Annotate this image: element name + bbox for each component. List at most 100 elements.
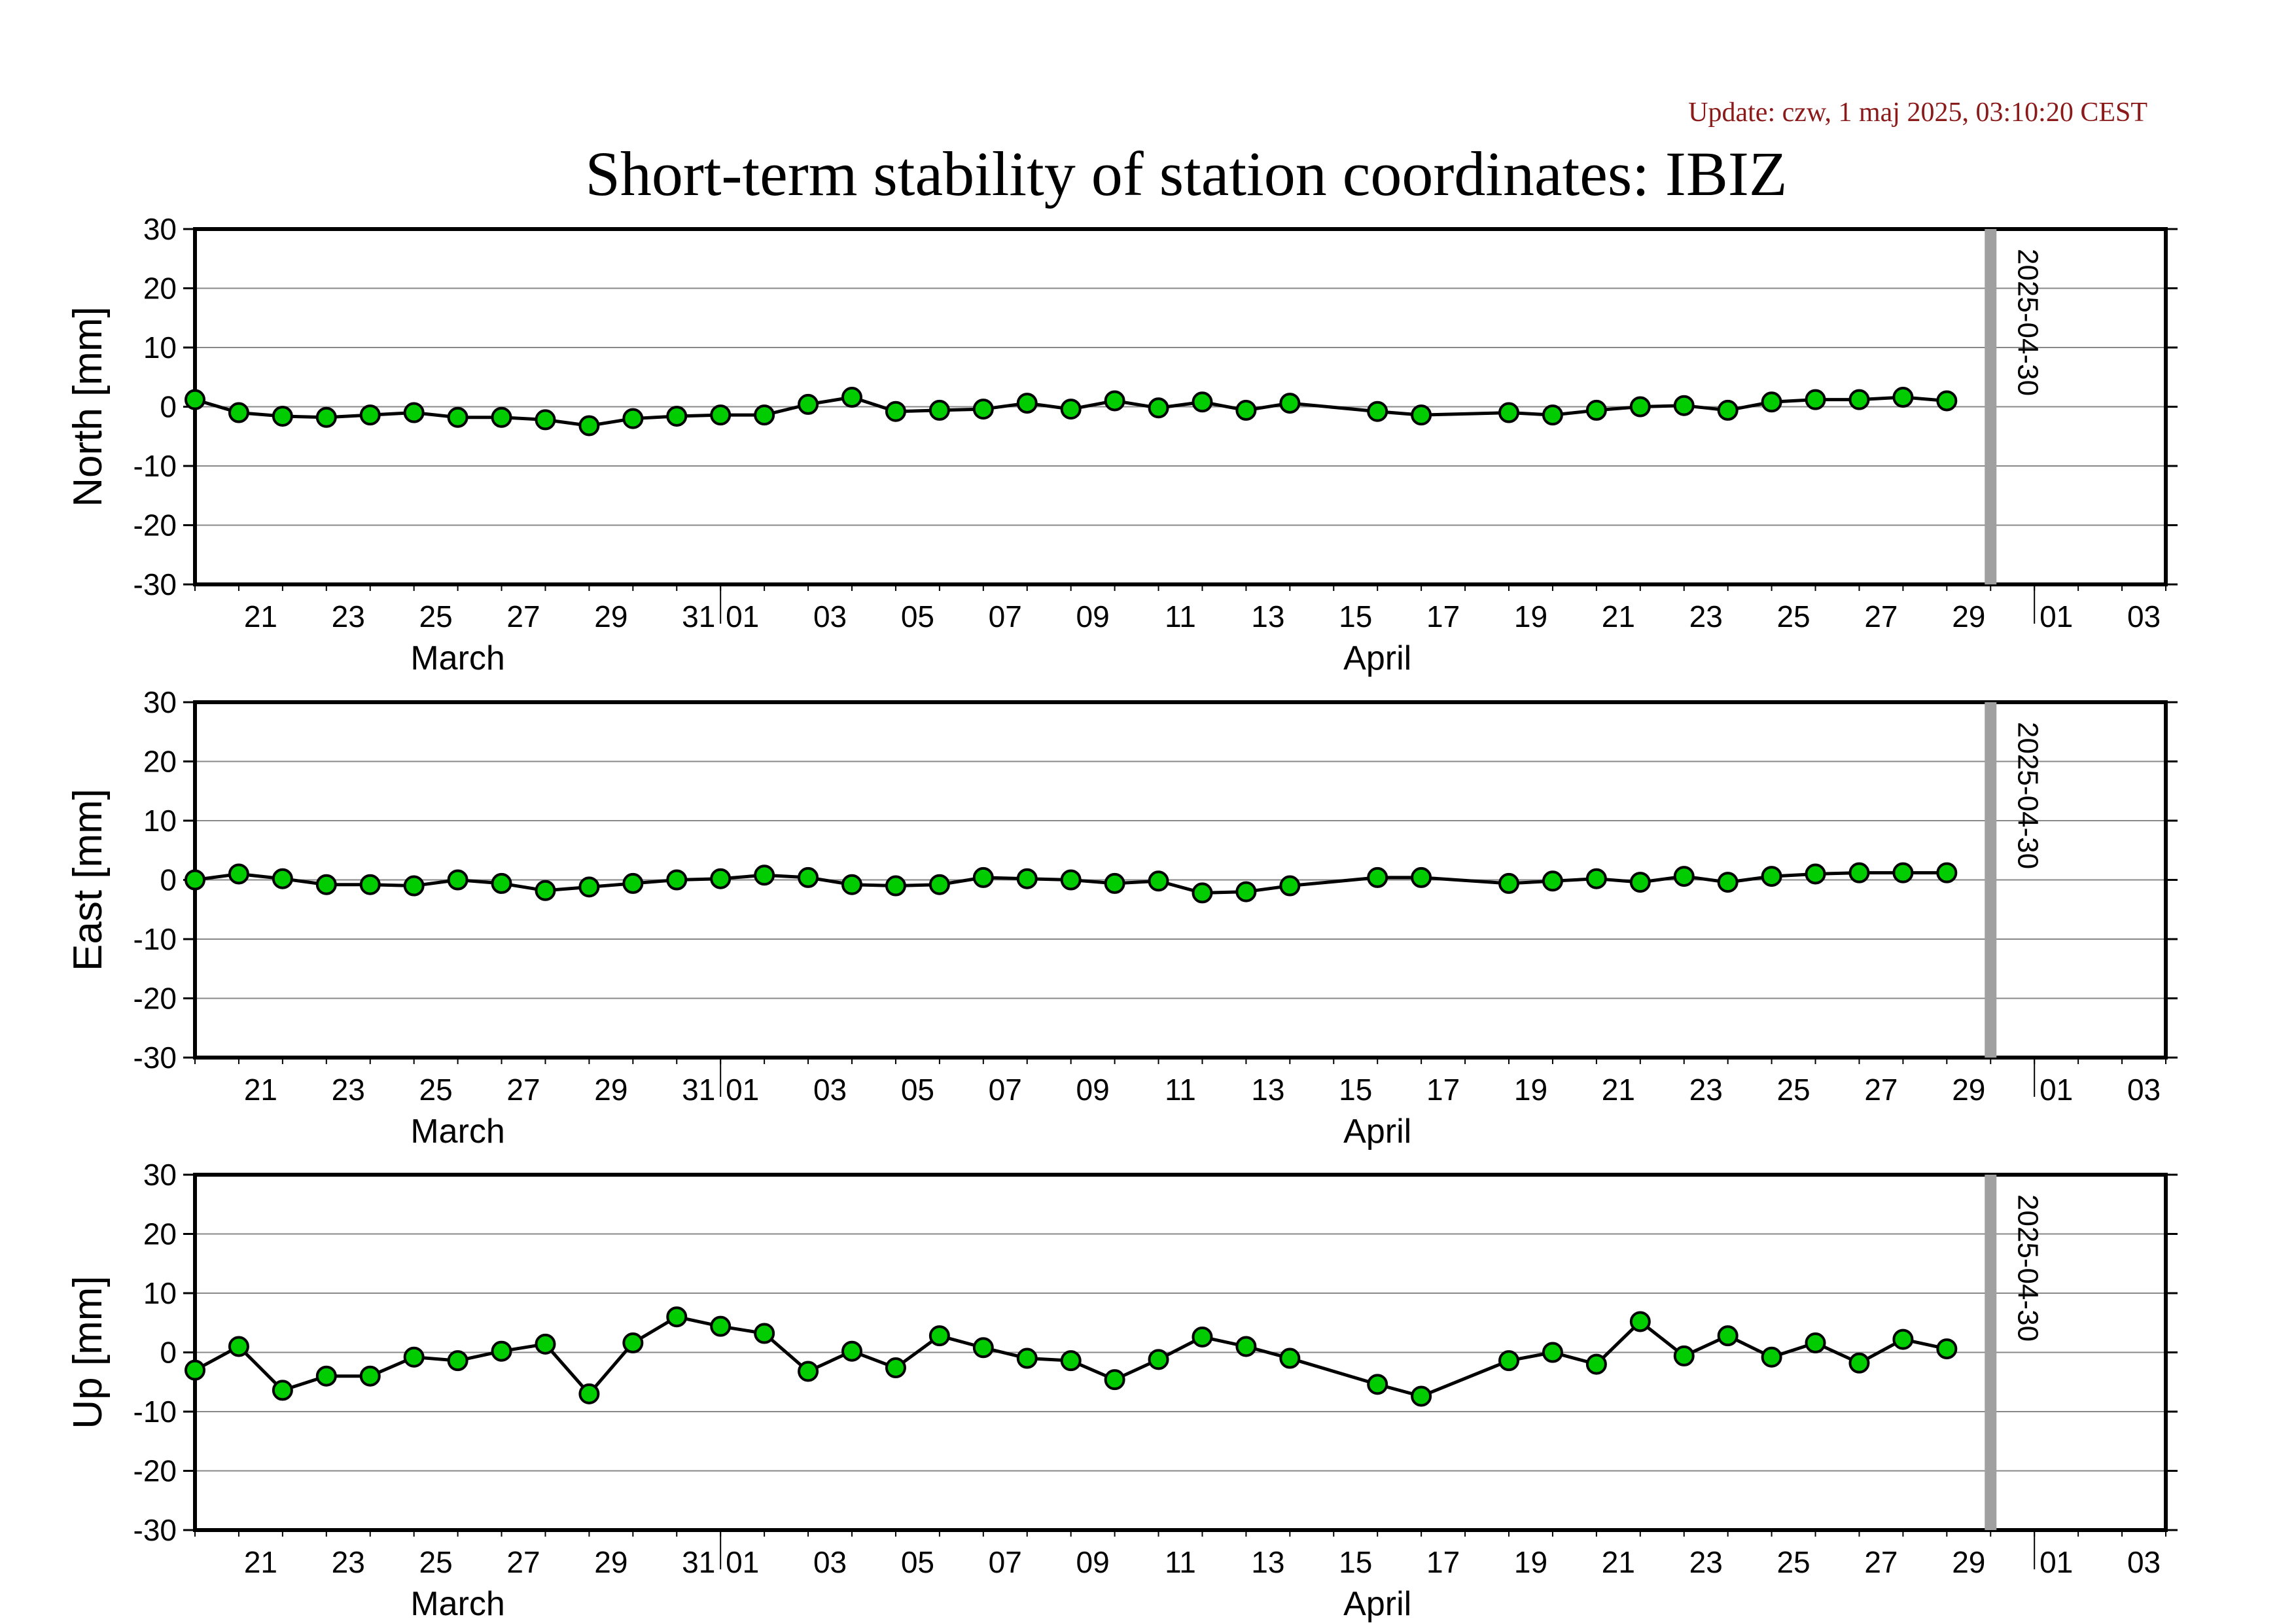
x-tick-label: 05 — [901, 1545, 934, 1579]
data-point — [1936, 862, 1958, 883]
data-point — [403, 875, 425, 897]
y-tick-label: 10 — [143, 1276, 177, 1310]
x-tick-label: 19 — [1514, 1545, 1547, 1579]
x-tick-label: 05 — [901, 1073, 934, 1107]
data-point — [928, 399, 950, 421]
data-point — [841, 874, 862, 895]
x-tick-label: 11 — [1165, 599, 1196, 633]
data-point — [228, 863, 249, 885]
x-tick-label: 03 — [813, 1073, 847, 1107]
y-tick-label: -20 — [133, 1454, 177, 1488]
reference-line-label: 2025-04-30 — [2011, 1194, 2043, 1342]
y-axis-label: North [mm] — [65, 306, 111, 507]
x-tick-label: 07 — [989, 599, 1022, 633]
data-point — [622, 408, 644, 429]
data-point — [272, 405, 293, 427]
x-tick-label: 29 — [594, 1545, 627, 1579]
data-point — [272, 868, 293, 889]
y-tick-label: 0 — [160, 863, 177, 897]
data-point — [1629, 1311, 1651, 1332]
y-tick-label: -30 — [133, 1041, 177, 1075]
x-tick-label: 31 — [682, 599, 715, 633]
x-tick-label: 03 — [813, 599, 847, 633]
data-point — [1192, 391, 1213, 413]
y-tick-label: -30 — [133, 567, 177, 601]
x-tick-label: 21 — [1602, 1073, 1635, 1107]
data-point — [1148, 1349, 1169, 1370]
y-tick-label: -20 — [133, 508, 177, 543]
data-point — [1629, 396, 1651, 418]
data-point — [1411, 404, 1432, 426]
data-point — [1148, 870, 1169, 892]
x-tick-label: 09 — [1076, 599, 1110, 633]
y-tick-label: -20 — [133, 982, 177, 1016]
data-point — [1761, 391, 1782, 413]
data-point — [1367, 401, 1388, 422]
x-tick-label: 15 — [1339, 1545, 1372, 1579]
x-tick-label: 15 — [1339, 1073, 1372, 1107]
data-point — [1367, 866, 1388, 888]
data-point — [1235, 399, 1257, 421]
data-point — [1805, 863, 1826, 885]
x-tick-label: 09 — [1076, 1545, 1110, 1579]
data-point — [1411, 866, 1432, 888]
y-axis-label: East [mm] — [65, 789, 111, 971]
data-point — [535, 1333, 556, 1355]
x-tick-label: 25 — [1776, 1073, 1810, 1107]
data-point — [885, 401, 906, 422]
data-point — [798, 393, 819, 415]
x-tick-label: 27 — [506, 1545, 540, 1579]
x-tick-label: 21 — [1602, 1545, 1635, 1579]
data-point — [972, 866, 994, 888]
data-point — [622, 1332, 644, 1354]
data-point — [1761, 866, 1782, 887]
data-point — [1848, 1352, 1870, 1374]
data-point — [1892, 862, 1914, 883]
data-point — [754, 1323, 775, 1344]
data-point — [359, 874, 381, 895]
x-tick-label: 25 — [1776, 599, 1810, 633]
data-point — [359, 1365, 381, 1387]
data-point — [1717, 399, 1739, 421]
data-point — [928, 1325, 950, 1347]
x-tick-label: 23 — [1689, 1545, 1723, 1579]
plot-frame — [193, 1173, 2168, 1532]
data-point — [1805, 1332, 1826, 1354]
data-point — [1629, 872, 1651, 893]
data-point — [1892, 387, 1914, 408]
data-point — [972, 399, 994, 420]
data-point — [1367, 1374, 1388, 1395]
data-point — [1936, 390, 1958, 412]
x-tick-label: 21 — [244, 1545, 277, 1579]
data-point — [1104, 1369, 1125, 1391]
x-tick-label: 23 — [332, 1073, 365, 1107]
data-point — [315, 1365, 337, 1387]
month-label: March — [410, 1585, 504, 1623]
update-timestamp: Update: czw, 1 maj 2025, 03:10:20 CEST — [1688, 98, 2147, 128]
data-point — [315, 406, 337, 428]
data-point — [359, 404, 381, 426]
x-tick-label: 25 — [419, 599, 453, 633]
x-tick-label: 05 — [901, 599, 934, 633]
data-point — [315, 874, 337, 895]
data-point — [1848, 389, 1870, 410]
data-point — [1235, 1336, 1257, 1357]
y-tick-label: 0 — [160, 390, 177, 424]
x-tick-label: 21 — [1602, 599, 1635, 633]
x-tick-label: 25 — [1776, 1545, 1810, 1579]
chart-title: Short-term stability of station coordina… — [586, 139, 1788, 209]
x-tick-label: 31 — [682, 1073, 715, 1107]
x-tick-label: 21 — [244, 1073, 277, 1107]
x-tick-label: 01 — [726, 1073, 759, 1107]
x-tick-label: 21 — [244, 599, 277, 633]
x-tick-label: 23 — [332, 599, 365, 633]
data-point — [1016, 868, 1038, 889]
data-point — [972, 1337, 994, 1359]
data-point — [491, 406, 512, 428]
data-point — [447, 869, 468, 891]
data-point — [1235, 881, 1257, 902]
data-point — [622, 872, 644, 894]
data-point — [1498, 1350, 1519, 1372]
data-point — [1192, 1326, 1213, 1347]
